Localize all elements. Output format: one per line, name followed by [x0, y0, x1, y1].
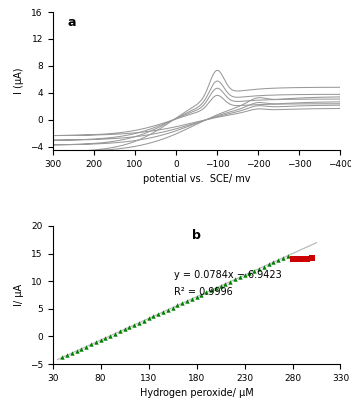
Point [69, 350, 75, 356]
Point [203, 289, 209, 296]
Point [117, 328, 122, 335]
Point [165, 306, 171, 313]
Text: b: b [192, 229, 201, 242]
Point [237, 274, 243, 280]
Point [242, 272, 247, 278]
Point [74, 348, 79, 354]
Point [189, 296, 194, 302]
Point [179, 300, 185, 306]
Point [280, 255, 286, 261]
Point [136, 320, 142, 326]
Point [155, 311, 161, 317]
Point [213, 285, 219, 291]
Point [98, 337, 104, 343]
Point [251, 268, 257, 274]
Point [194, 294, 199, 300]
Point [218, 283, 223, 289]
Y-axis label: I (μA): I (μA) [14, 68, 24, 94]
Point [304, 256, 310, 262]
Point [102, 335, 108, 341]
Point [208, 287, 214, 294]
Point [88, 341, 94, 348]
Point [170, 304, 176, 311]
Point [59, 354, 65, 361]
X-axis label: Hydrogen peroxide/ μM: Hydrogen peroxide/ μM [140, 388, 253, 398]
Point [232, 276, 238, 283]
Point [261, 263, 266, 270]
Point [285, 252, 291, 259]
Point [151, 313, 156, 320]
Point [199, 292, 204, 298]
Point [309, 255, 314, 261]
Point [294, 255, 300, 262]
Point [141, 318, 147, 324]
Point [223, 281, 228, 287]
Point [174, 302, 180, 309]
Point [246, 270, 252, 276]
Y-axis label: I/ μA: I/ μA [14, 284, 24, 306]
Point [184, 298, 190, 304]
Point [64, 352, 70, 358]
Point [84, 343, 89, 350]
Point [107, 332, 113, 339]
Point [299, 256, 305, 262]
Point [256, 266, 262, 272]
Point [79, 346, 84, 352]
Point [112, 330, 118, 337]
Point [266, 261, 271, 268]
Text: a: a [67, 16, 75, 29]
Point [127, 324, 132, 330]
Text: R² = 0.9996: R² = 0.9996 [173, 287, 232, 297]
Point [275, 257, 281, 263]
Point [93, 339, 99, 346]
Point [227, 278, 233, 285]
Point [122, 326, 127, 332]
Point [131, 322, 137, 328]
Point [146, 315, 151, 322]
Text: y = 0.0784x − 6.9423: y = 0.0784x − 6.9423 [173, 270, 281, 280]
X-axis label: potential vs.  SCE/ mv: potential vs. SCE/ mv [143, 174, 250, 184]
Point [160, 309, 166, 315]
Point [290, 256, 295, 262]
Point [271, 259, 276, 265]
